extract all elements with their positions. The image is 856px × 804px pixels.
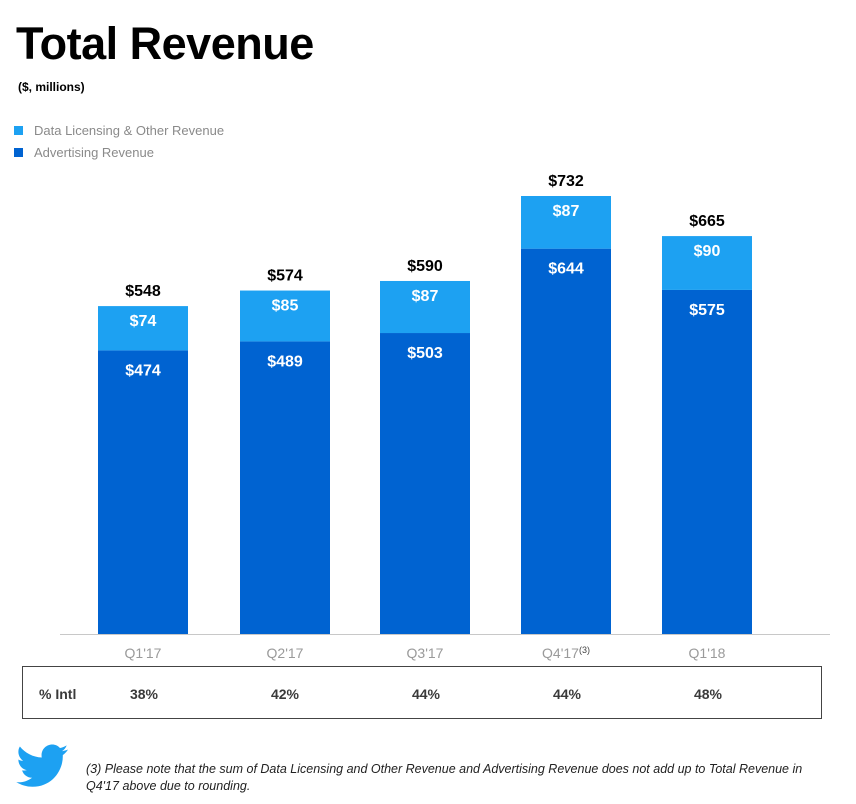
- data-label-advertising-q2-17: $489: [267, 353, 303, 370]
- legend-item-data-licensing: Data Licensing & Other Revenue: [14, 119, 224, 141]
- data-label-data-licensing-q3-17: $87: [412, 288, 439, 305]
- data-label-advertising-q1-18: $575: [689, 302, 725, 319]
- legend-swatch-advertising: [14, 147, 23, 157]
- data-label-data-licensing-q1-17: $74: [130, 313, 157, 330]
- bar-data-licensing-q3-17: [380, 280, 470, 334]
- data-label-data-licensing-q2-17: $85: [272, 298, 299, 315]
- x-tick-label-q3-17: Q3'17: [407, 645, 444, 661]
- total-label-q1-17: $548: [125, 283, 161, 300]
- intl-value-q2-17: 42%: [270, 686, 300, 702]
- data-label-advertising-q1-17: $474: [125, 362, 161, 379]
- bar-data-licensing-q2-17: [240, 290, 330, 342]
- bar-data-licensing-q4-17: [521, 196, 611, 249]
- data-label-advertising-q4-17: $644: [548, 261, 584, 278]
- total-label-q2-17: $574: [267, 268, 303, 285]
- legend-item-advertising: Advertising Revenue: [14, 141, 224, 163]
- x-tick-label-q1-18: Q1'18: [689, 645, 726, 661]
- intl-value-q1-18: 48%: [693, 686, 723, 702]
- intl-value-q3-17: 44%: [411, 686, 441, 702]
- footnote: (3) Please note that the sum of Data Lic…: [86, 762, 803, 793]
- chart-title: Total Revenue: [16, 18, 314, 69]
- total-label-q4-17: $732: [548, 173, 584, 190]
- bar-advertising-q4-17: [521, 248, 611, 634]
- revenue-bar-chart: $474 $74 $548 Q1'17 $489 $85 $574 Q2'17 $503 $87 $…: [60, 173, 830, 661]
- legend-label-data-licensing: Data Licensing & Other Revenue: [34, 122, 225, 138]
- bar-data-licensing-q1-18: [662, 236, 752, 290]
- legend-swatch-data-licensing: [14, 125, 23, 135]
- total-label-q1-18: $665: [689, 213, 725, 230]
- intl-row-label: % Intl: [39, 686, 77, 702]
- total-label-q3-17: $590: [407, 258, 443, 275]
- x-tick-label-q1-17: Q1'17: [125, 645, 162, 661]
- data-label-advertising-q3-17: $503: [407, 345, 443, 362]
- intl-value-q1-17: 38%: [129, 686, 159, 702]
- legend-label-advertising: Advertising Revenue: [34, 144, 154, 160]
- legend: Data Licensing & Other Revenue Advertisi…: [14, 119, 224, 163]
- bar-advertising-q1-17: [98, 350, 188, 634]
- bar-advertising-q1-18: [662, 289, 752, 634]
- intl-value-q4-17: 44%: [552, 686, 582, 702]
- data-label-data-licensing-q1-18: $90: [694, 243, 721, 260]
- x-tick-footnote-marker: (3): [579, 645, 590, 655]
- twitter-bird-icon: [16, 744, 68, 787]
- bar-advertising-q2-17: [240, 341, 330, 634]
- bar-advertising-q3-17: [380, 333, 470, 634]
- chart-subtitle: ($, millions): [18, 80, 85, 94]
- x-tick-label-q4-17: Q4'17(3): [542, 645, 590, 661]
- x-tick-label-q2-17: Q2'17: [267, 645, 304, 661]
- data-label-data-licensing-q4-17: $87: [553, 203, 580, 220]
- bar-data-licensing-q1-17: [98, 306, 188, 351]
- intl-percentage-table: % Intl 38% 42% 44% 44% 48%: [22, 666, 822, 719]
